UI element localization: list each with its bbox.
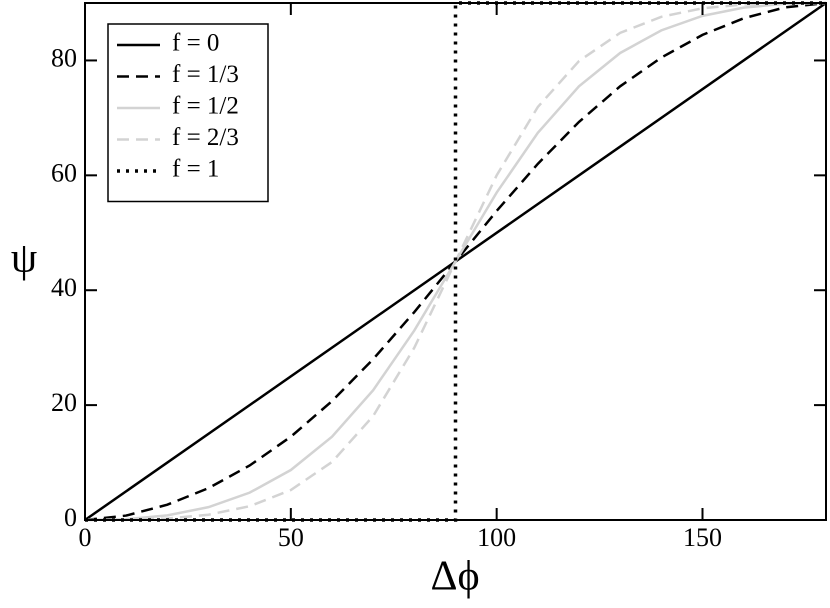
x-tick-label: 150	[683, 523, 722, 552]
x-tick-label: 100	[477, 523, 516, 552]
legend-label: f = 1	[172, 156, 219, 183]
y-axis-title: ψ	[11, 236, 37, 282]
legend-label: f = 1/3	[172, 61, 239, 88]
y-tick-label: 80	[51, 43, 77, 72]
y-tick-label: 40	[51, 273, 77, 302]
plot-frame	[84, 2, 827, 521]
legend-label: f = 1/2	[172, 93, 239, 120]
x-axis-title: Δϕ	[430, 554, 479, 600]
legend-box	[107, 23, 269, 203]
legend-label: f = 2/3	[172, 124, 239, 151]
legend-label: f = 0	[172, 30, 219, 57]
x-tick-label: 50	[278, 523, 304, 552]
line	[84, 1, 827, 522]
x-tick-label: 0	[79, 523, 92, 552]
y-tick-label: 60	[51, 158, 77, 187]
y-tick-label: 0	[64, 503, 77, 532]
y-tick-label: 20	[51, 388, 77, 417]
